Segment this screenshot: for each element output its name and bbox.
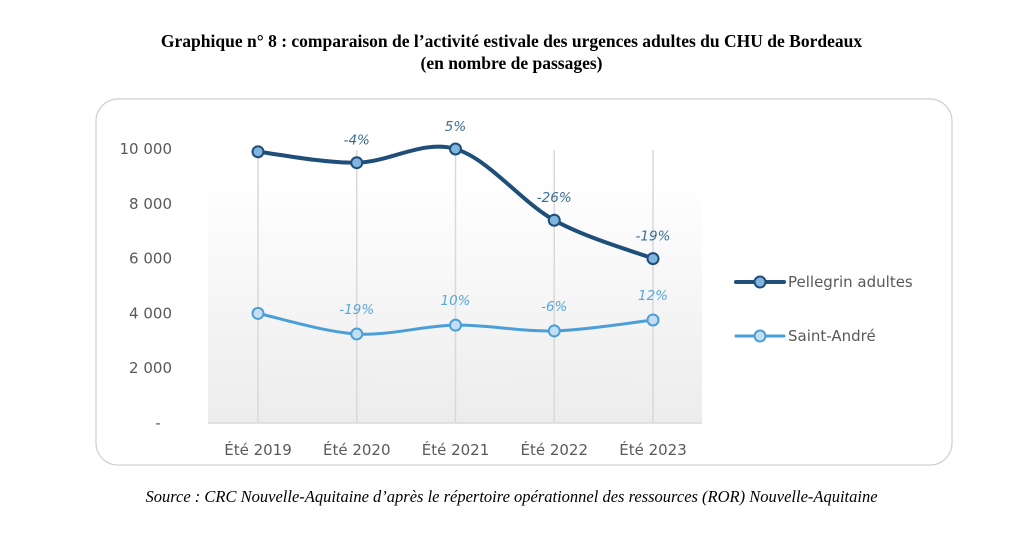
y-tick-label: - — [155, 414, 160, 432]
series-group: -4% 5% -26% -19% -19% 10% -6% 12% — [251, 119, 671, 341]
data-point — [251, 145, 265, 159]
legend-marker — [753, 275, 767, 289]
data-point — [350, 156, 364, 170]
data-point — [449, 318, 462, 332]
y-tick-label: 2 000 — [129, 359, 172, 377]
x-axis-ticks: Été 2019 Été 2020 Été 2021 Été 2022 Été 2023 — [224, 440, 687, 459]
y-tick-label: 6 000 — [129, 250, 172, 268]
chart-title-line2: (en nombre de passages) — [420, 53, 603, 73]
data-label: -19% — [636, 229, 671, 245]
x-tick-label: Été 2021 — [422, 440, 490, 459]
x-tick-label: Été 2019 — [224, 440, 292, 459]
x-tick-label: Été 2022 — [520, 440, 588, 459]
data-point — [646, 252, 660, 266]
chart-title-line1: Graphique n° 8 : comparaison de l’activi… — [160, 31, 863, 51]
data-label: 10% — [440, 293, 470, 309]
data-point — [350, 327, 364, 341]
legend-label: Saint-André — [788, 327, 876, 345]
legend: Pellegrin adultes Saint-André — [734, 273, 913, 345]
gridlines — [257, 150, 654, 423]
data-label: 5% — [445, 119, 466, 135]
data-point — [251, 306, 265, 320]
legend-item: Saint-André — [734, 327, 876, 345]
data-point — [646, 313, 660, 327]
data-label: -19% — [339, 302, 374, 318]
y-tick-label: 4 000 — [129, 304, 172, 322]
data-point — [547, 213, 561, 227]
series-pellegrin-adultes: -4% 5% -26% -19% — [251, 119, 671, 266]
data-label: 12% — [638, 288, 668, 304]
legend-item: Pellegrin adultes — [734, 273, 913, 291]
y-tick-label: 8 000 — [129, 195, 172, 213]
x-tick-label: Été 2023 — [619, 440, 687, 459]
chart-title: Graphique n° 8 : comparaison de l’activi… — [0, 30, 1023, 74]
data-label: -4% — [344, 133, 370, 149]
data-label: -26% — [537, 190, 572, 206]
x-tick-label: Été 2020 — [323, 440, 391, 459]
legend-marker — [753, 329, 767, 343]
series-saint-andr-: -19% 10% -6% 12% — [251, 288, 668, 341]
y-axis-ticks: - 2 000 4 000 6 000 8 000 10 000 — [120, 140, 173, 432]
data-label: -6% — [541, 299, 567, 315]
source-note: Source : CRC Nouvelle-Aquitaine d’après … — [145, 487, 878, 506]
y-tick-label: 10 000 — [120, 140, 173, 158]
legend-label: Pellegrin adultes — [788, 273, 913, 291]
data-point — [547, 324, 561, 338]
data-point — [449, 142, 462, 156]
